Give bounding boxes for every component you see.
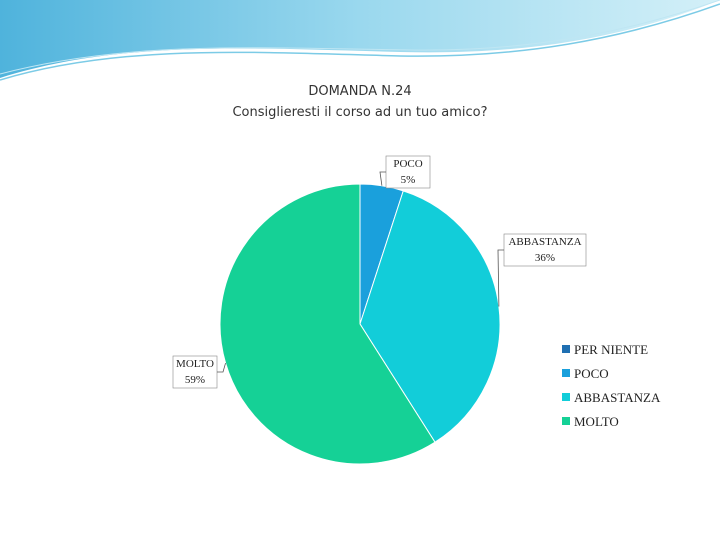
leader-line	[217, 362, 226, 373]
label-box	[503, 233, 587, 267]
legend-swatch	[562, 345, 570, 353]
data-labels: POCO 5% ABBASTANZA 36% MOLTO 59%	[172, 155, 587, 389]
chart-subtitle: Consiglieresti il corso ad un tuo amico?	[232, 105, 487, 120]
legend: PER NIENTE POCO ABBASTANZA MOLTO	[562, 342, 661, 429]
legend-swatch	[562, 417, 570, 425]
data-label-category: POCO	[393, 158, 422, 170]
header-wave	[0, 0, 720, 78]
label-box	[385, 155, 431, 189]
legend-swatch	[562, 393, 570, 401]
data-label: 36%	[535, 252, 555, 264]
pie-slice	[219, 183, 436, 465]
legend-label: POCO	[574, 366, 609, 381]
pie	[219, 183, 501, 465]
data-label: 59%	[185, 374, 205, 386]
legend-swatch	[562, 369, 570, 377]
pie-slice	[359, 190, 501, 443]
legend-label: ABBASTANZA	[574, 390, 661, 405]
chart-title: DOMANDA N.24	[308, 84, 411, 99]
header-line	[0, 3, 720, 81]
data-label: 5%	[401, 174, 416, 186]
leader-line	[497, 249, 504, 307]
header-line	[0, 0, 720, 75]
data-label-category: ABBASTANZA	[508, 236, 581, 248]
legend-label: PER NIENTE	[574, 342, 648, 357]
data-label-category: MOLTO	[176, 358, 214, 370]
leader-line	[379, 171, 386, 186]
legend-label: MOLTO	[574, 414, 619, 429]
